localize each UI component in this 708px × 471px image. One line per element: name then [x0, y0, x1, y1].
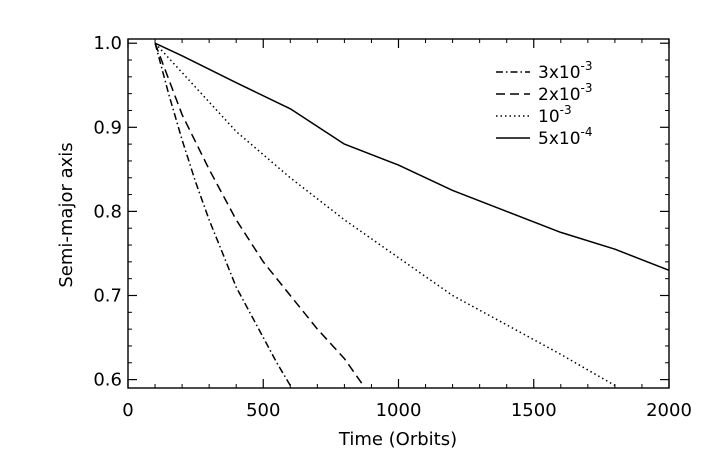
legend-label-4: 5x10-4: [538, 125, 592, 149]
x-axis-label: Time (Orbits): [338, 429, 457, 450]
x-tick-label: 1500: [511, 400, 557, 421]
legend-label-2: 2x10-3: [538, 81, 592, 105]
x-tick-label: 500: [246, 400, 280, 421]
legend-label-3: 10-3: [538, 103, 572, 127]
series-line-3: [154, 42, 616, 387]
x-tick-label: 1000: [376, 400, 422, 421]
series-line-2: [154, 42, 364, 386]
y-tick-label: 0.6: [93, 370, 122, 391]
y-tick-label: 1.0: [93, 33, 122, 54]
y-tick-label: 0.9: [93, 117, 122, 138]
series-line-4: [154, 42, 669, 271]
y-tick-label: 0.7: [93, 285, 122, 306]
x-tick-label: 2000: [646, 400, 692, 421]
x-axis: 0 500 1000 1500 2000: [122, 39, 692, 421]
legend-label-1: 3x10-3: [538, 59, 592, 83]
y-tick-label: 0.8: [93, 201, 122, 222]
x-tick-label: 0: [122, 400, 133, 421]
y-axis: 0.6 0.7 0.8 0.9 1.0: [93, 33, 669, 391]
series-line-1: [154, 43, 291, 386]
y-axis-label: Semi-major axis: [56, 142, 77, 287]
